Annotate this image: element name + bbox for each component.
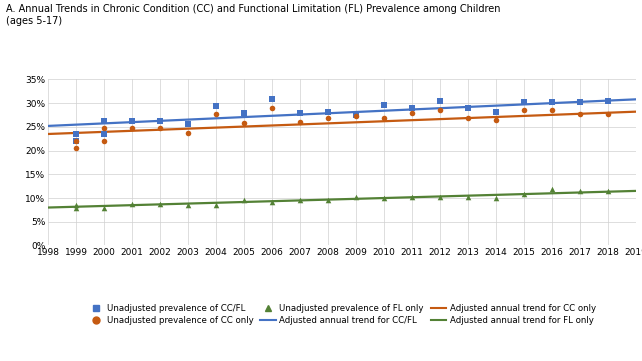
Point <box>463 194 473 200</box>
Point <box>295 110 305 116</box>
Legend: Unadjusted prevalence of CC/FL, Unadjusted prevalence of CC only, Unadjusted pre: Unadjusted prevalence of CC/FL, Unadjust… <box>85 302 598 327</box>
Point <box>155 118 165 123</box>
Point <box>323 197 333 203</box>
Point <box>183 122 193 127</box>
Point <box>99 205 109 211</box>
Point <box>71 138 82 144</box>
Point <box>463 105 473 111</box>
Point <box>71 131 82 137</box>
Point <box>127 125 137 131</box>
Point <box>71 205 82 211</box>
Point <box>602 111 612 117</box>
Point <box>99 118 109 123</box>
Point <box>99 131 109 137</box>
Point <box>463 116 473 121</box>
Point <box>211 103 221 108</box>
Point <box>435 107 445 113</box>
Point <box>323 109 333 114</box>
Point <box>211 111 221 117</box>
Text: A. Annual Trends in Chronic Condition (CC) and Functional Limitation (FL) Preval: A. Annual Trends in Chronic Condition (C… <box>6 4 501 26</box>
Point <box>183 130 193 135</box>
Point <box>127 201 137 206</box>
Point <box>71 202 82 208</box>
Point <box>351 112 361 118</box>
Point <box>546 107 557 113</box>
Point <box>295 197 305 203</box>
Point <box>295 119 305 125</box>
Point <box>155 125 165 131</box>
Point <box>127 118 137 123</box>
Point <box>519 191 529 197</box>
Point <box>99 125 109 131</box>
Point <box>239 110 249 116</box>
Point <box>490 195 501 201</box>
Point <box>490 109 501 114</box>
Point <box>239 120 249 126</box>
Point <box>323 116 333 121</box>
Point <box>99 138 109 144</box>
Point <box>267 199 277 205</box>
Point <box>575 188 585 194</box>
Point <box>211 202 221 208</box>
Point <box>239 197 249 203</box>
Point <box>267 105 277 111</box>
Point <box>546 187 557 192</box>
Point <box>519 107 529 113</box>
Point <box>351 194 361 200</box>
Point <box>435 194 445 200</box>
Point <box>406 110 417 116</box>
Point <box>71 138 82 144</box>
Point <box>379 195 389 201</box>
Point <box>379 102 389 108</box>
Point <box>546 99 557 105</box>
Point <box>519 99 529 105</box>
Point <box>575 111 585 117</box>
Point <box>602 188 612 194</box>
Point <box>406 105 417 111</box>
Point <box>379 116 389 121</box>
Point <box>490 117 501 123</box>
Point <box>267 96 277 102</box>
Point <box>602 98 612 104</box>
Point <box>351 114 361 119</box>
Point <box>183 202 193 208</box>
Point <box>575 99 585 105</box>
Point <box>435 98 445 104</box>
Point <box>71 145 82 151</box>
Point <box>406 194 417 200</box>
Point <box>155 201 165 206</box>
